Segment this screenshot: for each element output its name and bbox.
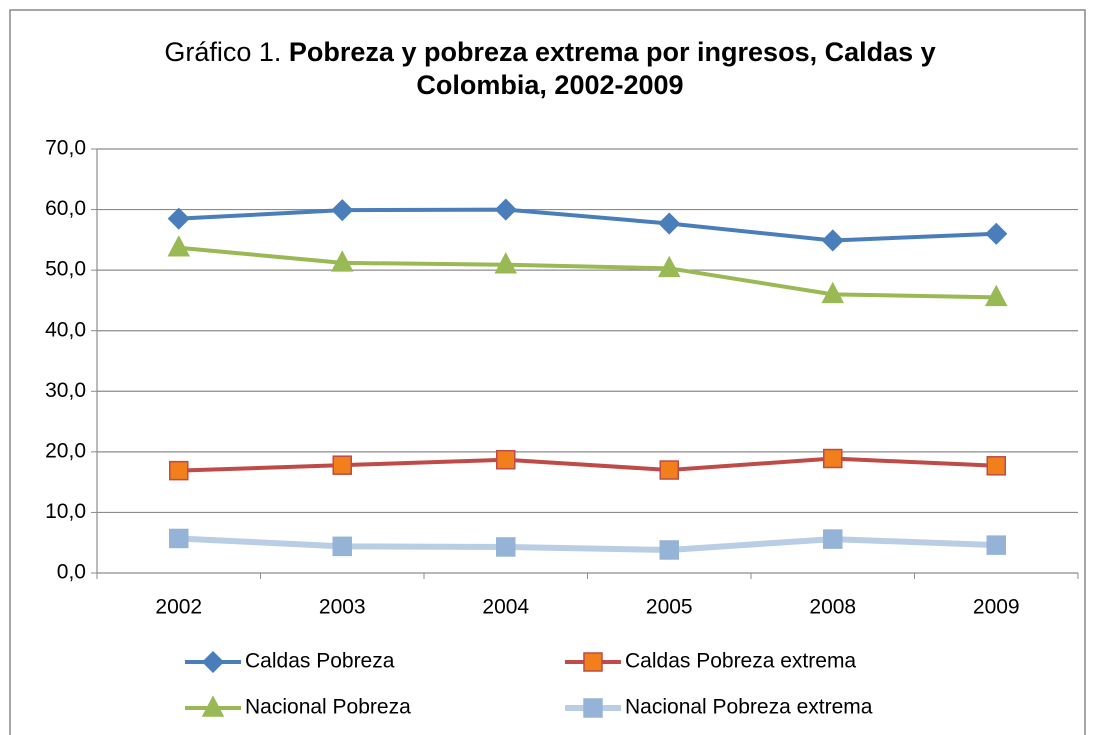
data-point (658, 212, 681, 235)
legend-marker (201, 650, 225, 674)
chart-title: Gráfico 1. Pobreza y pobreza extrema por… (120, 36, 980, 102)
data-point (659, 460, 679, 480)
data-point (332, 455, 352, 475)
x-tick-label: 2005 (646, 596, 693, 619)
data-point (985, 284, 1008, 307)
data-point (496, 449, 516, 470)
legend-marker (201, 695, 225, 717)
data-point (496, 537, 516, 557)
data-point (169, 528, 189, 549)
y-tick-label: 50,0 (45, 258, 86, 281)
y-tick-label: 30,0 (45, 379, 86, 402)
y-tick-label: 10,0 (45, 500, 86, 523)
data-point (823, 448, 843, 469)
y-tick-label: 20,0 (45, 439, 86, 462)
chart-border (9, 9, 1086, 735)
data-point (331, 250, 354, 272)
x-tick-label: 2009 (973, 596, 1020, 619)
data-point (821, 229, 844, 252)
data-point (986, 535, 1006, 555)
legend-label: Caldas Pobreza (245, 650, 395, 673)
y-tick-label: 40,0 (45, 318, 86, 341)
x-tick-label: 2008 (809, 596, 856, 619)
data-point (659, 540, 679, 560)
data-point (169, 460, 189, 481)
series-line (178, 207, 997, 243)
data-point (658, 255, 681, 278)
data-point (494, 198, 517, 221)
legend-marker (583, 698, 603, 718)
x-tick-label: 2003 (319, 596, 366, 619)
series-line (178, 535, 997, 553)
data-point (332, 536, 352, 557)
data-point (821, 281, 844, 304)
title-main: Pobreza y pobreza extrema por ingresos, … (288, 37, 936, 100)
x-tick-label: 2002 (155, 596, 202, 619)
data-point (167, 207, 190, 230)
data-point (823, 529, 843, 549)
y-tick-label: 0,0 (57, 561, 86, 584)
data-point (167, 235, 190, 257)
legend-label: Nacional Pobreza extrema (625, 696, 873, 719)
y-tick-label: 60,0 (45, 197, 86, 220)
x-tick-label: 2004 (482, 596, 529, 619)
y-tick-label: 70,0 (45, 137, 86, 160)
data-point (494, 252, 517, 274)
series-line (178, 245, 997, 300)
legend-label: Nacional Pobreza (245, 696, 411, 719)
data-point (331, 199, 354, 222)
data-point (985, 222, 1008, 245)
title-prefix: Gráfico 1. (164, 37, 282, 67)
legend-label: Caldas Pobreza extrema (625, 650, 856, 673)
legend-marker (583, 652, 603, 672)
data-point (986, 456, 1006, 476)
series-line (178, 456, 997, 473)
